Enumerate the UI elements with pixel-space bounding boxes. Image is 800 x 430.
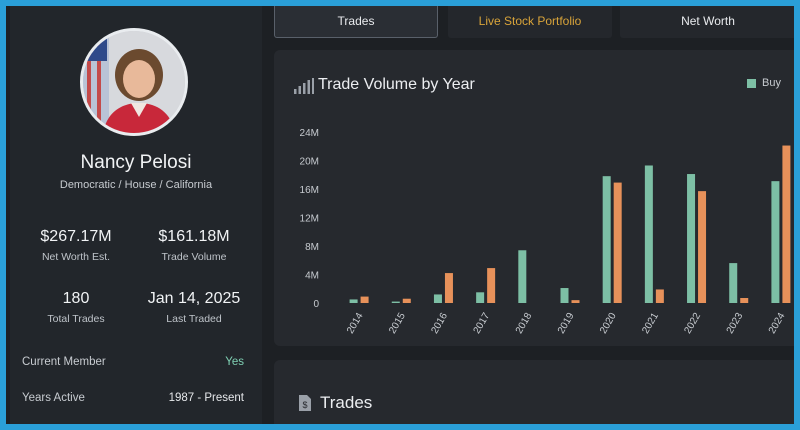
y-tick-label: 20M xyxy=(300,157,319,168)
avatar xyxy=(80,28,188,136)
stat-value: $267.17M xyxy=(40,228,112,245)
y-tick-label: 8M xyxy=(305,242,319,253)
info-row-years-active: Years Active 1987 - Present xyxy=(22,392,244,404)
bar-2018-buy[interactable] xyxy=(518,250,527,303)
x-tick-label: 2024 xyxy=(767,311,788,336)
chart-title: Trade Volume by Year xyxy=(318,76,475,93)
x-tick-label: 2016 xyxy=(429,311,450,336)
stat-net-worth: $267.17M Net Worth Est. xyxy=(16,228,136,263)
bar-2019-buy[interactable] xyxy=(560,288,569,303)
stat-label: Trade Volume xyxy=(161,251,227,263)
app-window: Nancy Pelosi Democratic / House / Califo… xyxy=(6,6,794,424)
member-name: Nancy Pelosi xyxy=(80,152,192,173)
y-tick-label: 16M xyxy=(300,185,319,196)
tab-net-worth[interactable]: Net Worth xyxy=(620,6,794,38)
stat-value: 180 xyxy=(62,290,90,307)
document-icon: $ xyxy=(299,395,311,411)
bar-chart-icon xyxy=(294,78,314,94)
stat-label: Net Worth Est. xyxy=(41,251,111,263)
y-tick-label: 4M xyxy=(305,271,319,282)
y-tick-label: 24M xyxy=(300,128,319,139)
trades-section-title: Trades xyxy=(320,393,373,412)
tab-trades[interactable]: Trades xyxy=(274,6,438,38)
bar-2016-buy[interactable] xyxy=(433,294,442,303)
legend-label-buy: Buy xyxy=(762,77,781,89)
bar-2017-series-2[interactable] xyxy=(487,268,496,303)
x-tick-label: 2022 xyxy=(682,311,703,336)
bar-2019-series-2[interactable] xyxy=(571,300,580,303)
stat-trade-volume: $161.18M Trade Volume xyxy=(134,228,254,263)
stat-label: Last Traded xyxy=(166,313,222,325)
stat-value: $161.18M xyxy=(158,228,230,245)
bar-2023-buy[interactable] xyxy=(729,263,738,303)
x-tick-label: 2015 xyxy=(387,311,408,336)
info-label: Current Member xyxy=(22,356,106,368)
stat-total-trades: 180 Total Trades xyxy=(16,290,136,325)
stat-last-traded: Jan 14, 2025 Last Traded xyxy=(134,290,254,325)
x-tick-label: 2018 xyxy=(514,311,535,336)
x-tick-label: 2021 xyxy=(640,311,661,336)
bar-2014-buy[interactable] xyxy=(349,299,358,303)
member-subtitle: Democratic / House / California xyxy=(59,179,213,191)
bar-2016-series-2[interactable] xyxy=(444,273,453,303)
legend-swatch-buy xyxy=(747,78,757,88)
trade-volume-chart: 0 4M 8M 12M 16M 20M 24M 2014 2015 2016 2017 2018 201… xyxy=(300,128,791,336)
info-row-current-member: Current Member Yes xyxy=(22,356,244,368)
bar-2017-buy[interactable] xyxy=(476,292,485,303)
bar-2024-series-2[interactable] xyxy=(782,145,791,303)
stat-label: Total Trades xyxy=(47,313,105,325)
chart-legend: Buy xyxy=(747,77,794,89)
bar-2015-buy[interactable] xyxy=(391,301,400,303)
x-tick-label: 2017 xyxy=(472,311,493,336)
tab-live-stock-portfolio[interactable]: Live Stock Portfolio xyxy=(448,6,612,38)
bar-2021-series-2[interactable] xyxy=(655,289,664,303)
x-tick-label: 2020 xyxy=(598,311,619,336)
x-tick-label: 2019 xyxy=(556,311,577,336)
x-tick-label: 2023 xyxy=(725,311,746,336)
bar-2022-series-2[interactable] xyxy=(698,191,707,303)
x-tick-label: 2014 xyxy=(345,311,366,336)
bar-2014-series-2[interactable] xyxy=(360,296,369,303)
svg-text:$: $ xyxy=(302,400,307,410)
bar-2020-buy[interactable] xyxy=(602,176,611,303)
bar-2023-series-2[interactable] xyxy=(740,298,749,303)
trades-panel: $ Trades xyxy=(274,360,794,424)
chart-panel: Trade Volume by Year Buy 0 4M 8M 12M 16M 20M 2… xyxy=(274,50,794,346)
info-value: 1987 - Present xyxy=(168,392,244,404)
bar-2020-series-2[interactable] xyxy=(613,182,622,303)
bar-2024-buy[interactable] xyxy=(771,181,780,303)
bar-2021-buy[interactable] xyxy=(644,165,653,303)
y-tick-label: 12M xyxy=(300,214,319,225)
portrait-image xyxy=(83,31,185,133)
bar-2015-series-2[interactable] xyxy=(402,298,411,303)
info-label: Years Active xyxy=(22,392,85,404)
bar-2022-buy[interactable] xyxy=(687,174,696,303)
y-tick-label: 0 xyxy=(313,299,319,310)
stat-value: Jan 14, 2025 xyxy=(147,290,241,307)
profile-sidebar: Nancy Pelosi Democratic / House / Califo… xyxy=(10,6,262,424)
info-value: Yes xyxy=(225,356,244,368)
